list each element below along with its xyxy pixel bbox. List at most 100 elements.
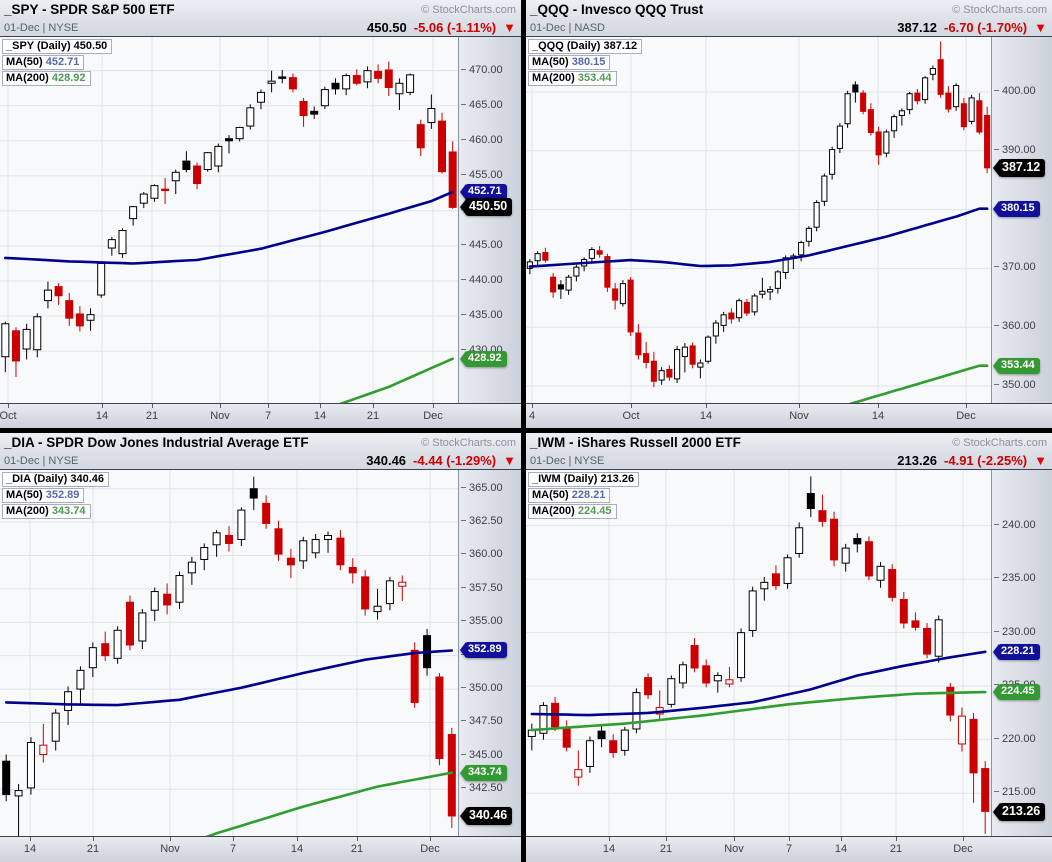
x-axis-tick (878, 404, 879, 408)
x-axis-label: 21 (350, 843, 364, 855)
x-axis-tick (268, 404, 269, 408)
x-axis-tick (966, 404, 967, 408)
chart-canvas (526, 470, 991, 836)
x-axis-label: 14 (871, 410, 885, 422)
x-axis-label: 21 (145, 410, 159, 422)
date-exchange-label: 01-Dec | NYSE (4, 454, 79, 467)
chart-panel-qqq: _QQQ - Invesco QQQ Trust © StockCharts.c… (526, 0, 1052, 428)
y-axis-label: 345.00 (461, 749, 503, 761)
legend-ma200-chip: MA(200) 428.92 (2, 71, 91, 86)
x-axis-tick (532, 404, 533, 408)
x-axis-tick (666, 837, 667, 841)
down-triangle-icon: ▼ (1034, 20, 1047, 35)
chart-legend: _SPY (Daily) 450.50 MA(50) 452.71 MA(200… (2, 39, 113, 87)
y-axis-label: 440.00 (461, 274, 503, 286)
x-axis-label: Nov (160, 843, 180, 855)
panel-header-iwm: _IWM - iShares Russell 2000 ETF © StockC… (526, 433, 1052, 452)
legend-ma50-chip: MA(50) 380.15 (528, 55, 611, 70)
x-axis-label: 21 (889, 843, 903, 855)
legend-ma200-chip: MA(200) 353.44 (528, 71, 617, 86)
x-axis-tick (220, 404, 221, 408)
candlestick-plot-spy[interactable]: _SPY (Daily) 450.50 MA(50) 452.71 MA(200… (0, 37, 458, 403)
chart-panel-dia: _DIA - SPDR Dow Jones Industrial Average… (0, 433, 521, 862)
x-axis-label: Dec (420, 843, 440, 855)
x-axis-tick (8, 404, 9, 408)
y-axis-label: 240.00 (994, 519, 1036, 531)
price-axis-spy: 430.00435.00440.00445.00450.00455.00460.… (458, 37, 521, 403)
x-axis-tick (233, 837, 234, 841)
y-axis-label: 400.00 (994, 85, 1036, 97)
legend-ma50-chip: MA(50) 352.89 (2, 488, 85, 503)
y-axis-label: 455.00 (461, 169, 503, 181)
legend-ma200-chip: MA(200) 343.74 (2, 504, 91, 519)
candlestick-plot-qqq[interactable]: _QQQ (Daily) 387.12 MA(50) 380.15 MA(200… (526, 37, 991, 403)
legend-symbol-chip: _QQQ (Daily) 387.12 (528, 39, 643, 54)
legend-symbol-chip: _SPY (Daily) 450.50 (2, 39, 113, 54)
x-axis-tick (896, 837, 897, 841)
panel-header-qqq: _QQQ - Invesco QQQ Trust © StockCharts.c… (526, 0, 1052, 19)
copyright-label: © StockCharts.com (421, 3, 516, 16)
x-axis-tick (93, 837, 94, 841)
x-axis-label: Nov (789, 410, 809, 422)
price-tag-ma200: 343.74 (460, 764, 507, 781)
y-axis-label: 235.00 (994, 572, 1036, 584)
y-axis-label: 355.00 (461, 615, 503, 627)
date-axis-iwm: 14 21 Nov 7 14 21 Dec (526, 836, 1052, 862)
x-axis-label: Oct (0, 410, 17, 422)
copyright-label: © StockCharts.com (952, 3, 1047, 16)
price-change: -6.70 (-1.70%) (944, 20, 1028, 35)
last-price: 387.12 (897, 20, 938, 35)
x-axis-label: Dec (956, 410, 976, 422)
date-exchange-label: 01-Dec | NASD (530, 21, 605, 34)
price-tag-ma200: 224.45 (993, 684, 1040, 701)
candlestick-plot-dia[interactable]: _DIA (Daily) 340.46 MA(50) 352.89 MA(200… (0, 470, 458, 836)
x-axis-label: 21 (659, 843, 673, 855)
x-axis-tick (789, 837, 790, 841)
last-price: 340.46 (366, 453, 407, 468)
x-axis-label: 14 (290, 843, 304, 855)
price-axis-iwm: 215.00220.00225.00230.00235.00240.00228.… (991, 470, 1052, 836)
panel-header-dia: _DIA - SPDR Dow Jones Industrial Average… (0, 433, 521, 452)
candlestick-plot-iwm[interactable]: _IWM (Daily) 213.26 MA(50) 228.21 MA(200… (526, 470, 991, 836)
date-exchange-label: 01-Dec | NYSE (530, 454, 605, 467)
x-axis-tick (609, 837, 610, 841)
x-axis-label: 7 (229, 843, 237, 855)
price-tag-ma200: 353.44 (993, 357, 1040, 374)
y-axis-label: 370.00 (994, 261, 1036, 273)
x-axis-tick (963, 837, 964, 841)
price-change: -5.06 (-1.11%) (413, 20, 497, 35)
y-axis-label: 360.00 (994, 320, 1036, 332)
chart-canvas (526, 37, 991, 403)
chart-legend: _DIA (Daily) 340.46 MA(50) 352.89 MA(200… (2, 472, 110, 520)
x-axis-tick (152, 404, 153, 408)
price-axis-dia: 342.50345.00347.50350.00352.50355.00357.… (458, 470, 521, 836)
y-axis-label: 230.00 (994, 626, 1036, 638)
x-axis-tick (373, 404, 374, 408)
date-exchange-label: 01-Dec | NYSE (4, 21, 79, 34)
y-axis-label: 360.00 (461, 548, 503, 560)
quote-summary: 387.12 -6.70 (-1.70%) ▼ (897, 20, 1047, 35)
y-axis-label: 435.00 (461, 309, 503, 321)
price-change: -4.91 (-2.25%) (944, 453, 1028, 468)
panel-header-spy: _SPY - SPDR S&P 500 ETF © StockCharts.co… (0, 0, 521, 19)
x-axis-tick (631, 404, 632, 408)
down-triangle-icon: ▼ (503, 453, 516, 468)
x-axis-label: 21 (86, 843, 100, 855)
x-axis-tick (102, 404, 103, 408)
y-axis-label: 445.00 (461, 239, 503, 251)
date-axis-qqq: 4 Oct 14 Nov 14 Dec (526, 403, 1052, 428)
last-price: 213.26 (897, 453, 938, 468)
x-axis-tick (320, 404, 321, 408)
x-axis-label: 21 (366, 410, 380, 422)
y-axis-label: 362.50 (461, 515, 503, 527)
y-axis-label: 350.00 (461, 682, 503, 694)
x-axis-label: 14 (699, 410, 713, 422)
x-axis-tick (357, 837, 358, 841)
quote-summary: 450.50 -5.06 (-1.11%) ▼ (367, 20, 516, 35)
x-axis-label: 7 (264, 410, 272, 422)
down-triangle-icon: ▼ (503, 20, 516, 35)
legend-symbol-chip: _DIA (Daily) 340.46 (2, 472, 110, 487)
x-axis-tick (430, 837, 431, 841)
x-axis-label: Dec (953, 843, 973, 855)
